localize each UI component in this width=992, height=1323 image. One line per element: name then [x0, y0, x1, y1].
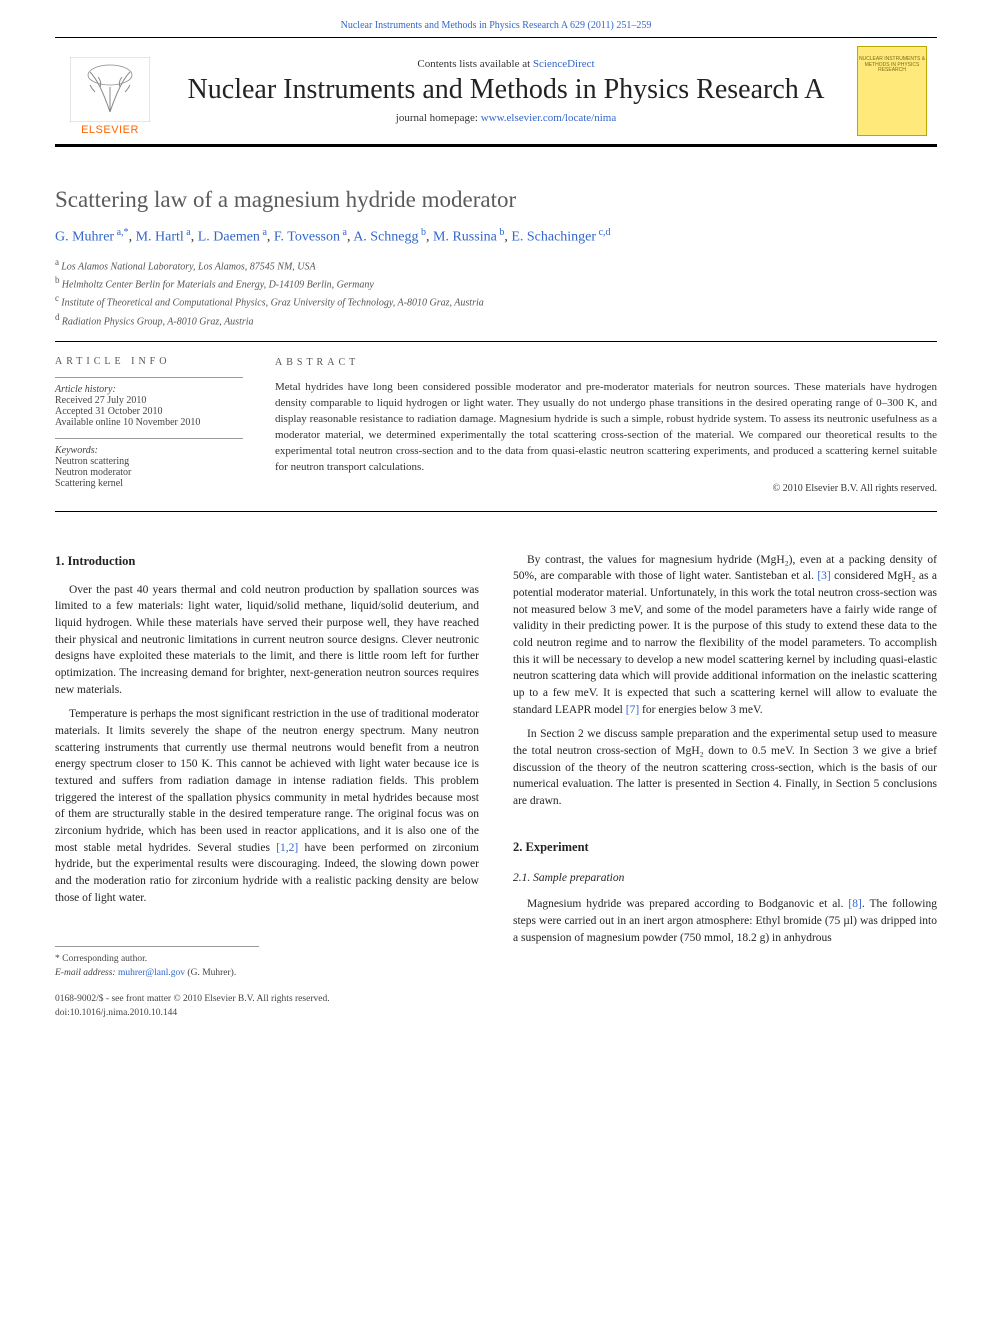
affiliation-line: b Helmholtz Center Berlin for Materials … — [55, 274, 937, 292]
running-header: Nuclear Instruments and Methods in Physi… — [55, 20, 937, 31]
page-footer: 0168-9002/$ - see front matter © 2010 El… — [55, 993, 479, 1021]
author-link[interactable]: F. Tovesson — [274, 230, 340, 245]
affil-text: Los Alamos National Laboratory, Los Alam… — [61, 261, 315, 272]
subsection-heading-sample-prep: 2.1. Sample preparation — [513, 870, 937, 887]
keyword: Scattering kernel — [55, 478, 243, 489]
left-column: 1. Introduction Over the past 40 years t… — [55, 552, 479, 1021]
author-affil-sup: b — [419, 227, 427, 238]
section-heading-experiment: 2. Experiment — [513, 838, 937, 856]
author-affil-sup: a — [340, 227, 347, 238]
elsevier-logo: ELSEVIER — [65, 46, 155, 136]
abstract-heading: abstract — [275, 356, 937, 371]
citation-link[interactable]: [1,2] — [276, 842, 298, 854]
authors-line: G. Muhrer a,*, M. Hartl a, L. Daemen a, … — [55, 227, 937, 246]
affil-text: Institute of Theoretical and Computation… — [61, 298, 484, 309]
history-block: Article history: Received 27 July 2010 A… — [55, 377, 243, 428]
homepage-prefix: journal homepage: — [396, 112, 481, 124]
body-paragraph: Temperature is perhaps the most signific… — [55, 706, 479, 906]
cover-text: NUCLEAR INSTRUMENTS & METHODS IN PHYSICS… — [859, 56, 925, 73]
article-title: Scattering law of a magnesium hydride mo… — [55, 187, 937, 213]
author-link[interactable]: M. Hartl — [136, 230, 184, 245]
body-paragraph: By contrast, the values for magnesium hy… — [513, 552, 937, 719]
body-paragraph: In Section 2 we discuss sample preparati… — [513, 726, 937, 809]
section-heading-introduction: 1. Introduction — [55, 552, 479, 570]
paragraph-text: for energies below 3 meV. — [639, 704, 763, 716]
abstract-copyright: © 2010 Elsevier B.V. All rights reserved… — [275, 482, 937, 497]
body-paragraph: Magnesium hydride was prepared according… — [513, 896, 937, 946]
journal-cover-thumbnail: NUCLEAR INSTRUMENTS & METHODS IN PHYSICS… — [857, 46, 927, 136]
email-name: (G. Muhrer). — [185, 968, 236, 978]
author-link[interactable]: M. Russina — [433, 230, 497, 245]
contents-prefix: Contents lists available at — [417, 58, 532, 70]
affiliation-line: c Institute of Theoretical and Computati… — [55, 292, 937, 310]
affil-sup: b — [55, 275, 62, 285]
elsevier-text: ELSEVIER — [81, 124, 139, 136]
author-affil-sup: a,* — [114, 227, 128, 238]
keyword: Neutron scattering — [55, 456, 243, 467]
affiliation-line: a Los Alamos National Laboratory, Los Al… — [55, 256, 937, 274]
body-paragraph: Over the past 40 years thermal and cold … — [55, 582, 479, 699]
paragraph-text: considered MgH₂ as a potential moderator… — [513, 570, 937, 715]
author-link[interactable]: L. Daemen — [198, 230, 260, 245]
issn-line: 0168-9002/$ - see front matter © 2010 El… — [55, 993, 479, 1007]
footnote-block: * Corresponding author. E-mail address: … — [55, 946, 259, 981]
affil-sup: d — [55, 312, 62, 322]
author-affil-sup: a — [184, 227, 191, 238]
email-link[interactable]: muhrer@lanl.gov — [118, 968, 185, 978]
author-link[interactable]: A. Schnegg — [353, 230, 418, 245]
affiliation-line: d Radiation Physics Group, A-8010 Graz, … — [55, 311, 937, 329]
homepage-link[interactable]: www.elsevier.com/locate/nima — [481, 112, 617, 124]
email-line: E-mail address: muhrer@lanl.gov (G. Muhr… — [55, 967, 259, 981]
email-label: E-mail address: — [55, 968, 118, 978]
running-header-link[interactable]: Nuclear Instruments and Methods in Physi… — [341, 20, 652, 31]
contents-line: Contents lists available at ScienceDirec… — [167, 58, 845, 70]
abstract-text: Metal hydrides have long been considered… — [275, 380, 937, 476]
info-abstract-row: article info Article history: Received 2… — [55, 341, 937, 512]
masthead-center: Contents lists available at ScienceDirec… — [167, 58, 845, 124]
citation-link[interactable]: [3] — [817, 570, 830, 582]
doi-line: doi:10.1016/j.nima.2010.10.144 — [55, 1007, 479, 1021]
affiliations: a Los Alamos National Laboratory, Los Al… — [55, 256, 937, 329]
author-affil-sup: b — [497, 227, 505, 238]
citation-link[interactable]: [7] — [626, 704, 639, 716]
paragraph-text: Magnesium hydride was prepared according… — [527, 898, 848, 910]
author-link[interactable]: E. Schachinger — [511, 230, 596, 245]
affil-text: Radiation Physics Group, A-8010 Graz, Au… — [62, 316, 254, 327]
history-online: Available online 10 November 2010 — [55, 417, 243, 428]
journal-title: Nuclear Instruments and Methods in Physi… — [167, 74, 845, 106]
masthead: ELSEVIER Contents lists available at Sci… — [55, 37, 937, 147]
keywords-block: Keywords: Neutron scattering Neutron mod… — [55, 438, 243, 489]
homepage-line: journal homepage: www.elsevier.com/locat… — [167, 112, 845, 124]
affil-text: Helmholtz Center Berlin for Materials an… — [62, 279, 374, 290]
author-affil-sup: a — [260, 227, 267, 238]
keyword: Neutron moderator — [55, 467, 243, 478]
abstract: abstract Metal hydrides have long been c… — [255, 342, 937, 511]
right-column: By contrast, the values for magnesium hy… — [513, 552, 937, 1021]
article-info: article info Article history: Received 2… — [55, 342, 255, 511]
history-accepted: Accepted 31 October 2010 — [55, 406, 243, 417]
history-received: Received 27 July 2010 — [55, 395, 243, 406]
author-link[interactable]: G. Muhrer — [55, 230, 114, 245]
body-columns: 1. Introduction Over the past 40 years t… — [55, 552, 937, 1021]
keywords-label: Keywords: — [55, 445, 243, 456]
sciencedirect-link[interactable]: ScienceDirect — [533, 58, 595, 70]
corresponding-author: * Corresponding author. — [55, 953, 259, 967]
article-info-heading: article info — [55, 356, 243, 367]
paragraph-text: Temperature is perhaps the most signific… — [55, 708, 479, 853]
history-label: Article history: — [55, 384, 243, 395]
citation-link[interactable]: [8] — [848, 898, 861, 910]
elsevier-tree-icon — [70, 57, 150, 122]
author-affil-sup: c,d — [596, 227, 610, 238]
